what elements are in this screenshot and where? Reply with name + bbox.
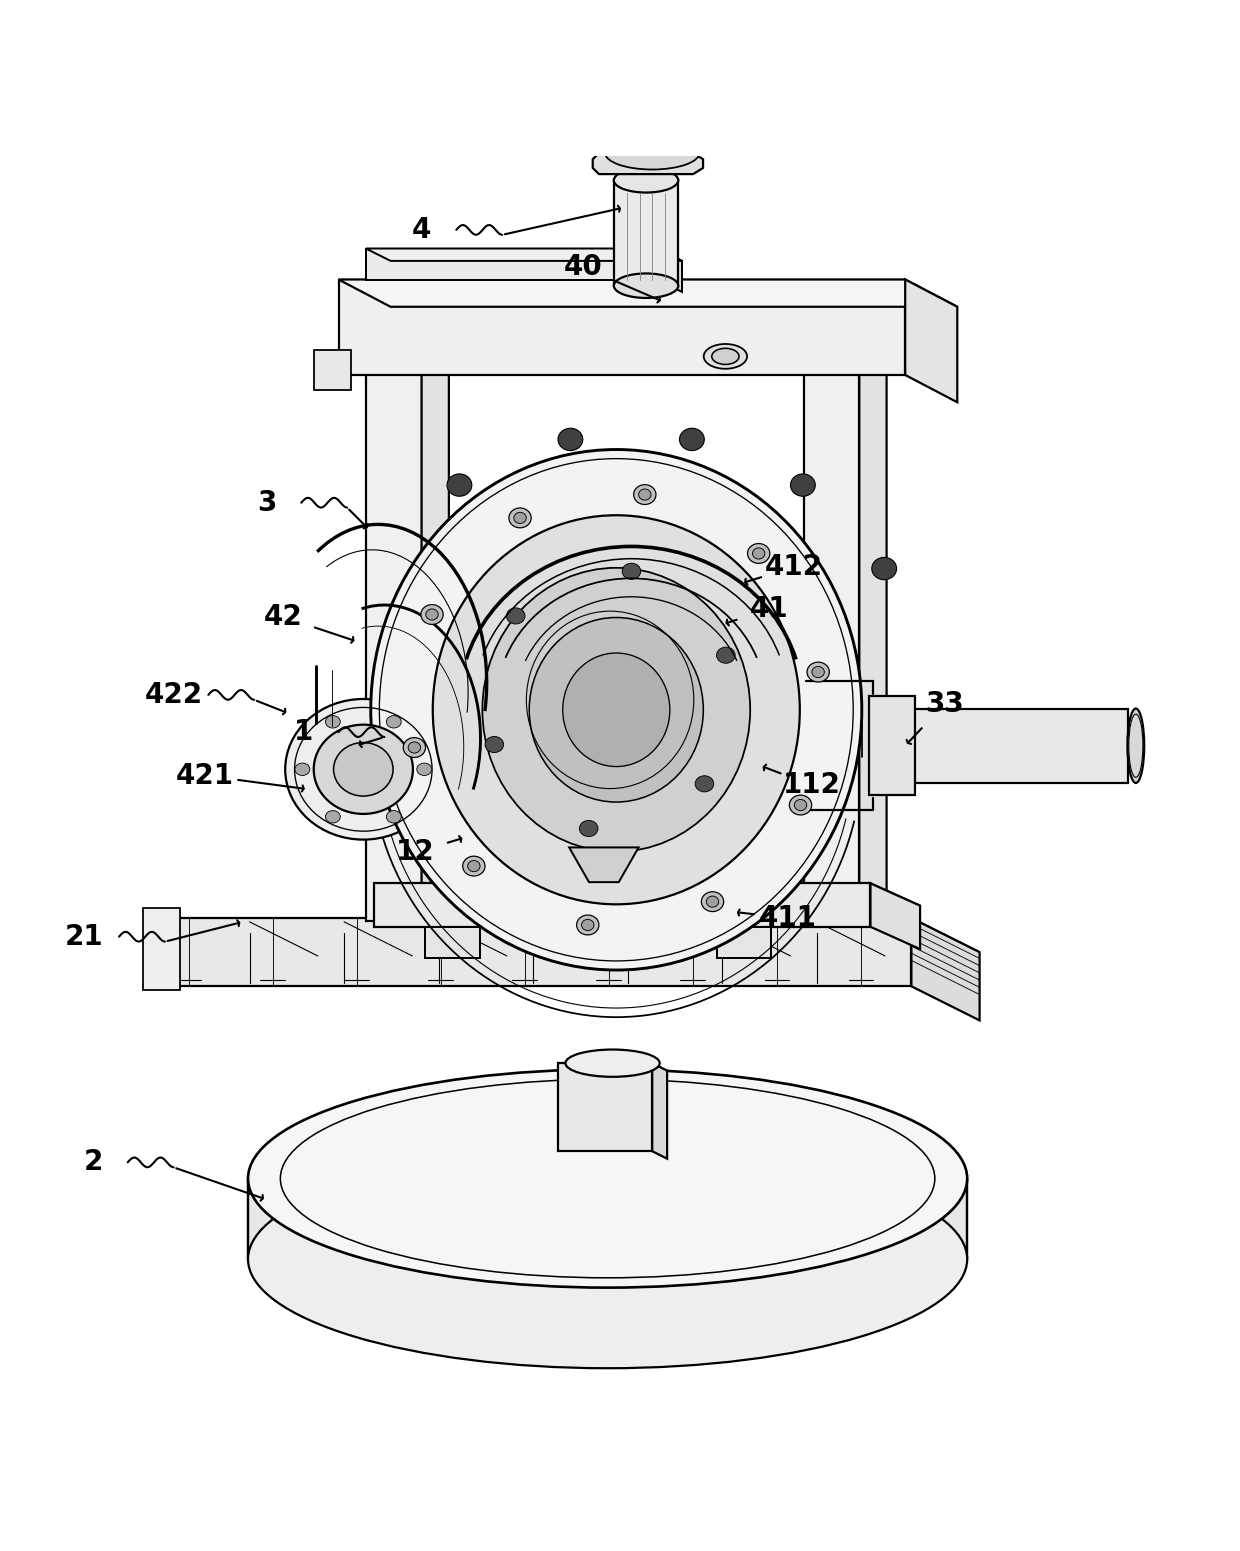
Ellipse shape — [417, 763, 432, 776]
Ellipse shape — [463, 856, 485, 876]
Polygon shape — [568, 927, 622, 959]
Polygon shape — [870, 884, 920, 949]
Polygon shape — [905, 279, 957, 402]
Ellipse shape — [703, 344, 746, 369]
Ellipse shape — [790, 475, 815, 496]
Polygon shape — [314, 351, 351, 389]
Polygon shape — [869, 696, 915, 796]
Polygon shape — [717, 927, 771, 959]
Ellipse shape — [702, 892, 724, 912]
Text: 4: 4 — [412, 216, 432, 244]
Ellipse shape — [448, 475, 472, 496]
Ellipse shape — [529, 617, 703, 802]
Ellipse shape — [467, 861, 480, 872]
Polygon shape — [900, 709, 1128, 783]
Text: 2: 2 — [83, 1148, 103, 1176]
Ellipse shape — [325, 811, 340, 824]
Ellipse shape — [717, 647, 735, 664]
Ellipse shape — [790, 796, 812, 814]
Text: 412: 412 — [765, 554, 822, 582]
Ellipse shape — [420, 605, 443, 625]
Polygon shape — [366, 352, 422, 921]
Ellipse shape — [605, 136, 699, 169]
Ellipse shape — [748, 543, 770, 563]
Text: 422: 422 — [145, 681, 202, 709]
Ellipse shape — [387, 715, 402, 727]
Ellipse shape — [1127, 709, 1145, 783]
Ellipse shape — [614, 168, 678, 192]
Text: 21: 21 — [64, 923, 104, 951]
Ellipse shape — [408, 741, 420, 754]
Ellipse shape — [812, 667, 825, 678]
Ellipse shape — [639, 489, 651, 499]
Ellipse shape — [506, 608, 525, 624]
Polygon shape — [593, 154, 703, 174]
Ellipse shape — [577, 915, 599, 935]
Ellipse shape — [508, 509, 531, 527]
Ellipse shape — [403, 738, 425, 757]
Text: 42: 42 — [263, 603, 303, 631]
Polygon shape — [569, 847, 639, 883]
Polygon shape — [339, 279, 957, 307]
Text: 411: 411 — [759, 904, 816, 932]
Polygon shape — [804, 352, 859, 921]
Polygon shape — [143, 909, 180, 990]
Ellipse shape — [753, 548, 765, 558]
Ellipse shape — [485, 737, 503, 752]
Polygon shape — [558, 1062, 652, 1151]
Polygon shape — [155, 918, 911, 986]
Ellipse shape — [680, 428, 704, 451]
Ellipse shape — [582, 920, 594, 931]
Ellipse shape — [314, 724, 413, 814]
Polygon shape — [859, 352, 887, 932]
Polygon shape — [657, 248, 682, 292]
Ellipse shape — [707, 896, 719, 907]
Text: 112: 112 — [784, 771, 841, 799]
Polygon shape — [425, 927, 480, 959]
Ellipse shape — [712, 349, 739, 364]
Ellipse shape — [248, 1149, 967, 1368]
Polygon shape — [374, 884, 870, 927]
Ellipse shape — [371, 450, 862, 969]
Polygon shape — [366, 248, 657, 279]
Ellipse shape — [325, 715, 340, 727]
Ellipse shape — [807, 662, 830, 682]
Polygon shape — [339, 279, 905, 375]
Ellipse shape — [285, 700, 441, 839]
Ellipse shape — [334, 743, 393, 796]
Ellipse shape — [634, 484, 656, 504]
Ellipse shape — [696, 776, 714, 793]
Ellipse shape — [425, 610, 438, 620]
Ellipse shape — [248, 1069, 967, 1287]
Text: 3: 3 — [257, 489, 277, 516]
Text: 40: 40 — [563, 253, 603, 281]
Ellipse shape — [579, 820, 598, 836]
Text: 1: 1 — [294, 718, 314, 746]
Ellipse shape — [614, 273, 678, 298]
Polygon shape — [422, 352, 449, 932]
Ellipse shape — [565, 1050, 660, 1076]
Ellipse shape — [563, 653, 670, 766]
Polygon shape — [374, 884, 920, 906]
Polygon shape — [248, 1179, 967, 1259]
Polygon shape — [155, 918, 980, 952]
Ellipse shape — [513, 512, 526, 524]
Ellipse shape — [387, 811, 402, 824]
Ellipse shape — [433, 515, 800, 904]
Ellipse shape — [482, 568, 750, 851]
Ellipse shape — [872, 557, 897, 580]
Ellipse shape — [795, 799, 807, 811]
Polygon shape — [366, 248, 682, 261]
Ellipse shape — [622, 563, 641, 580]
Text: 12: 12 — [396, 839, 435, 867]
Polygon shape — [652, 1062, 667, 1159]
Polygon shape — [911, 918, 980, 1021]
Polygon shape — [614, 180, 678, 285]
Text: 33: 33 — [925, 690, 965, 718]
Text: 421: 421 — [176, 762, 233, 789]
Text: 41: 41 — [749, 596, 789, 624]
Ellipse shape — [558, 428, 583, 451]
Ellipse shape — [295, 763, 310, 776]
